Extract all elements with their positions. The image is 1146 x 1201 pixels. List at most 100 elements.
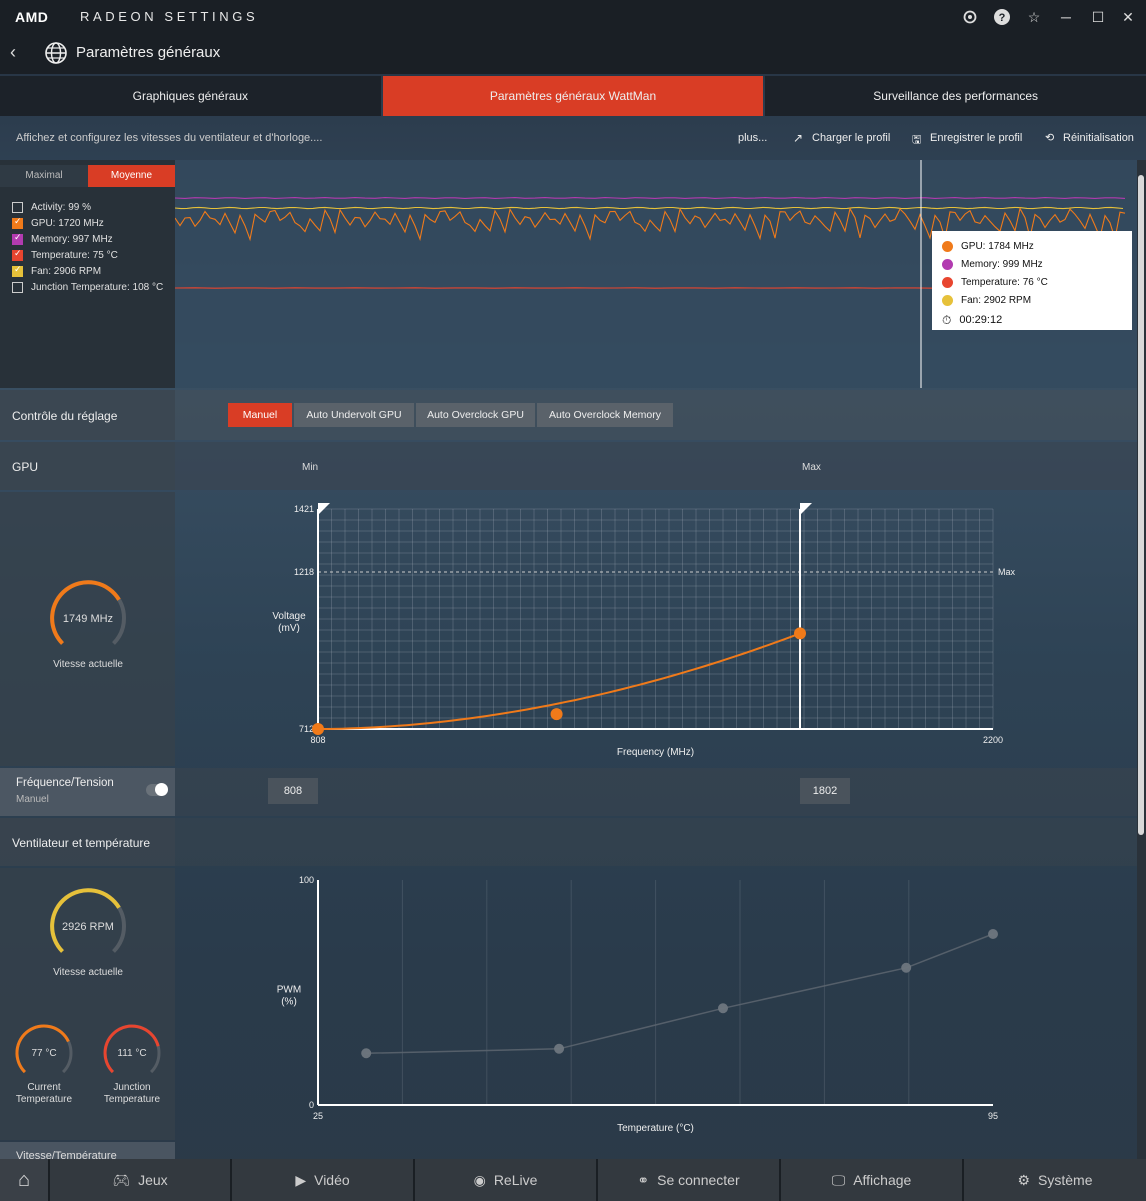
gpu-gauge-caption: Vitesse actuelle — [53, 659, 123, 670]
description-text: Affichez et configurez les vitesses du v… — [16, 132, 323, 144]
monitor-legend — [0, 160, 175, 388]
tab-moyenne[interactable]: Moyenne — [88, 165, 175, 187]
legend-checkbox[interactable] — [12, 281, 23, 293]
y-axis-label: (%) — [281, 997, 297, 1008]
tooltip-label: Fan: 2902 RPM — [961, 294, 1032, 306]
curve-point — [988, 929, 998, 939]
page-title: Paramètres généraux — [76, 44, 221, 61]
tab-bar: Graphiques généraux Paramètres généraux … — [0, 76, 1146, 116]
tooltip-dot — [942, 258, 953, 270]
more-link[interactable]: plus... — [738, 132, 768, 144]
play-icon: ▶ — [295, 1171, 307, 1188]
tab-wattman[interactable]: Paramètres généraux WattMan — [382, 76, 764, 116]
min-range-handle — [318, 503, 330, 515]
save-profile-button[interactable]: Enregistrer le profil — [930, 132, 1023, 144]
home-icon: ⌂ — [17, 1168, 31, 1191]
mode-auto-overclock-gpu-button[interactable]: Auto Overclock GPU — [416, 403, 535, 427]
fan-gauge-cell — [0, 868, 175, 1140]
nav-relive-label: ReLive — [493, 1172, 538, 1188]
mode-manuel-button[interactable]: Manuel — [228, 403, 292, 427]
legend-item[interactable]: Temperature: 75 °C — [12, 248, 118, 262]
y-axis-label: PWM — [277, 985, 301, 996]
nav-video[interactable]: ▶ Vidéo — [232, 1159, 415, 1201]
curve-point — [794, 627, 807, 640]
gpu-header-row — [0, 442, 1137, 490]
curve-point — [361, 1048, 372, 1059]
star-icon[interactable]: ☆ — [1027, 9, 1041, 25]
tab-graphiques-generaux[interactable]: Graphiques généraux — [0, 76, 381, 116]
reset-button[interactable]: Réinitialisation — [1063, 132, 1134, 144]
junction-temp-label-2: Temperature — [103, 1094, 161, 1105]
tooltip-label: GPU: 1784 MHz — [961, 240, 1034, 252]
minimize-icon[interactable]: ─ — [1061, 9, 1071, 25]
nav-affichage[interactable]: 🖵 Affichage — [781, 1159, 964, 1201]
gpu-clock-gauge — [50, 580, 126, 645]
legend-item[interactable]: Junction Temperature: 108 °C — [12, 280, 163, 294]
fan-temperature-chart: 0 100 25 95 Temperature (°C) PWM(%) — [277, 875, 998, 1134]
svg-text:?: ? — [999, 12, 1006, 24]
tab-maximal[interactable]: Maximal — [0, 165, 88, 187]
fan-gauge-value: 2926 RPM — [62, 921, 114, 933]
nav-home[interactable]: ⌂ — [0, 1159, 50, 1201]
gpu-max-input[interactable]: 1802 — [800, 778, 850, 804]
close-icon[interactable]: ✕ — [1122, 9, 1134, 25]
curve-point — [901, 962, 912, 973]
legend-item[interactable]: GPU: 1720 MHz — [12, 216, 104, 230]
current-temp-value: 77 °C — [31, 1048, 57, 1059]
scrollbar-thumb[interactable] — [1138, 175, 1144, 835]
legend-checkbox[interactable] — [12, 201, 23, 213]
nav-relive[interactable]: ◉ ReLive — [415, 1159, 598, 1201]
gpu-section-label: GPU — [12, 460, 39, 474]
x-tick-label: 2200 — [983, 735, 1003, 745]
legend-checkbox[interactable] — [12, 216, 23, 229]
back-icon[interactable]: ‹ — [10, 42, 16, 62]
freq-tension-toggle[interactable] — [146, 783, 168, 796]
refresh-icon[interactable] — [959, 6, 981, 28]
gpu-min-input[interactable]: 808 — [268, 778, 318, 804]
nav-connect[interactable]: ⚭ Se connecter — [598, 1159, 781, 1201]
curve-line — [366, 933, 994, 1055]
curve-point — [554, 1043, 565, 1054]
globe-icon — [44, 41, 68, 68]
tooltip-row: GPU: 1784 MHz — [942, 237, 1122, 255]
tooltip-row: Fan: 2902 RPM — [942, 291, 1122, 309]
graph-tooltip: GPU: 1784 MHz Memory: 999 MHz Temperature:… — [932, 231, 1132, 330]
nav-jeux-label: Jeux — [138, 1172, 168, 1188]
tooltip-dot — [942, 276, 953, 288]
help-icon[interactable]: ? — [991, 6, 1013, 28]
fan-line — [174, 206, 1124, 210]
fan-label-cell — [0, 818, 175, 866]
gpu-line — [174, 206, 1126, 242]
x-tick-label: 95 — [988, 1111, 998, 1121]
maximize-icon[interactable]: ☐ — [1091, 9, 1105, 25]
mode-auto-undervolt-button[interactable]: Auto Undervolt GPU — [294, 403, 414, 427]
nav-jeux[interactable]: 🎮︎ Jeux — [50, 1159, 232, 1201]
gpu-min-label: Min — [302, 462, 319, 473]
legend-checkbox[interactable] — [12, 232, 23, 245]
nav-video-label: Vidéo — [314, 1172, 350, 1188]
junction-temp-gauge — [103, 1024, 161, 1074]
legend-item[interactable]: Activity: 99 % — [12, 200, 91, 214]
y-tick-label: 712 — [299, 724, 314, 734]
tab-surveillance[interactable]: Surveillance des performances — [765, 76, 1146, 116]
gpu-max-label: Max — [802, 462, 821, 473]
legend-item[interactable]: Memory: 997 MHz — [12, 232, 113, 246]
legend-label: Temperature: 75 °C — [31, 249, 118, 261]
junction-temp-value: 111 °C — [117, 1048, 147, 1059]
reset-icon: ⟲ — [1045, 132, 1055, 144]
curve-point — [718, 1003, 728, 1014]
legend-item[interactable]: Fan: 2906 RPM — [12, 264, 101, 278]
load-profile-button[interactable]: Charger le profil — [812, 132, 891, 144]
app-title: RADEON SETTINGS — [80, 9, 259, 24]
freq-tension-sublabel: Manuel — [16, 794, 49, 805]
legend-checkbox[interactable] — [12, 264, 23, 277]
freq-tension-label-cell — [0, 768, 175, 816]
tooltip-label: Temperature: 76 °C — [961, 276, 1048, 288]
current-temp-label-1: Current — [27, 1082, 61, 1093]
mode-auto-overclock-memory-button[interactable]: Auto Overclock Memory — [537, 403, 673, 427]
nav-systeme[interactable]: ⚙ Système — [964, 1159, 1146, 1201]
junction-temp-label-1: Junction — [113, 1082, 151, 1093]
legend-label: Activity: 99 % — [31, 201, 92, 213]
legend-checkbox[interactable] — [12, 248, 23, 261]
save-icon: 🖫 — [912, 134, 922, 146]
